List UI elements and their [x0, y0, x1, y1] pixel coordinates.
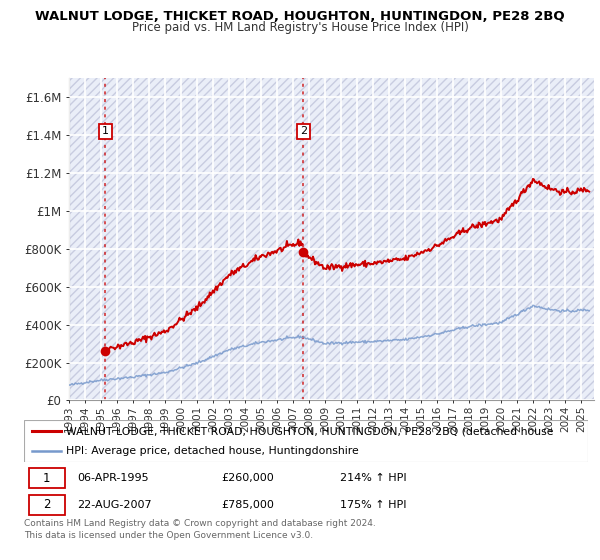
Text: 22-AUG-2007: 22-AUG-2007 — [77, 500, 152, 510]
Text: Price paid vs. HM Land Registry's House Price Index (HPI): Price paid vs. HM Land Registry's House … — [131, 21, 469, 34]
Text: Contains HM Land Registry data © Crown copyright and database right 2024.: Contains HM Land Registry data © Crown c… — [24, 520, 376, 529]
Text: 2: 2 — [300, 127, 307, 137]
Bar — [29, 468, 65, 488]
Text: WALNUT LODGE, THICKET ROAD, HOUGHTON, HUNTINGDON, PE28 2BQ (detached house: WALNUT LODGE, THICKET ROAD, HOUGHTON, HU… — [66, 426, 554, 436]
Text: 06-APR-1995: 06-APR-1995 — [77, 473, 149, 483]
Bar — [29, 494, 65, 515]
Text: This data is licensed under the Open Government Licence v3.0.: This data is licensed under the Open Gov… — [24, 531, 313, 540]
Text: 175% ↑ HPI: 175% ↑ HPI — [340, 500, 406, 510]
Text: WALNUT LODGE, THICKET ROAD, HOUGHTON, HUNTINGDON, PE28 2BQ: WALNUT LODGE, THICKET ROAD, HOUGHTON, HU… — [35, 10, 565, 23]
Text: 2: 2 — [43, 498, 50, 511]
Text: 1: 1 — [43, 472, 50, 484]
Text: HPI: Average price, detached house, Huntingdonshire: HPI: Average price, detached house, Hunt… — [66, 446, 359, 456]
Text: 214% ↑ HPI: 214% ↑ HPI — [340, 473, 406, 483]
Text: £785,000: £785,000 — [221, 500, 274, 510]
Text: £260,000: £260,000 — [221, 473, 274, 483]
Text: 1: 1 — [102, 127, 109, 137]
